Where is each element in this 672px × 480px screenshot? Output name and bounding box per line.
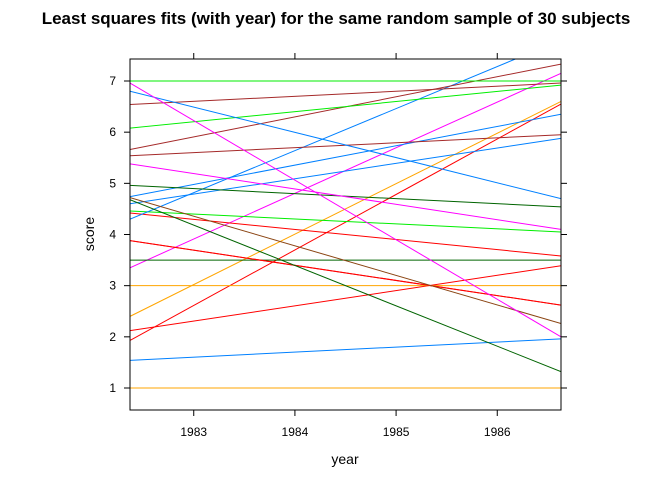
y-tick-label: 6: [109, 125, 116, 139]
y-tick-label: 5: [109, 176, 116, 190]
series-line: [130, 184, 561, 208]
axis-ticks: [124, 53, 567, 416]
series-line: [130, 103, 561, 341]
series-line: [130, 82, 561, 338]
series-line: [130, 197, 561, 325]
x-axis-label: year: [331, 451, 359, 467]
y-tick-label: 4: [109, 228, 116, 242]
series-line: [130, 84, 561, 129]
series-line: [130, 90, 561, 200]
series-line: [130, 101, 561, 317]
x-axis-tick-labels: 1983 1984 1985 1986: [180, 425, 511, 439]
y-axis-tick-labels: 1 2 3 4 5 6 7: [109, 74, 116, 395]
series-line: [130, 240, 561, 306]
x-tick-label: 1984: [282, 425, 309, 439]
series-line: [130, 59, 517, 220]
series-line: [130, 113, 561, 198]
series-line: [130, 212, 561, 257]
y-axis-label: score: [81, 217, 97, 251]
chart-title: Least squares fits (with year) for the s…: [42, 9, 631, 28]
series-lines: [130, 59, 561, 389]
y-tick-label: 7: [109, 74, 116, 88]
series-line: [130, 338, 561, 361]
y-tick-label: 1: [109, 381, 116, 395]
series-line: [130, 199, 561, 373]
x-tick-label: 1985: [383, 425, 410, 439]
y-tick-label: 2: [109, 330, 116, 344]
x-tick-label: 1983: [180, 425, 207, 439]
series-line: [130, 137, 561, 205]
series-line: [130, 210, 561, 233]
series-line: [130, 82, 561, 106]
y-tick-label: 3: [109, 279, 116, 293]
x-tick-label: 1986: [484, 425, 511, 439]
series-line: [130, 163, 561, 230]
series-line: [130, 265, 561, 332]
series-line: [130, 72, 561, 269]
